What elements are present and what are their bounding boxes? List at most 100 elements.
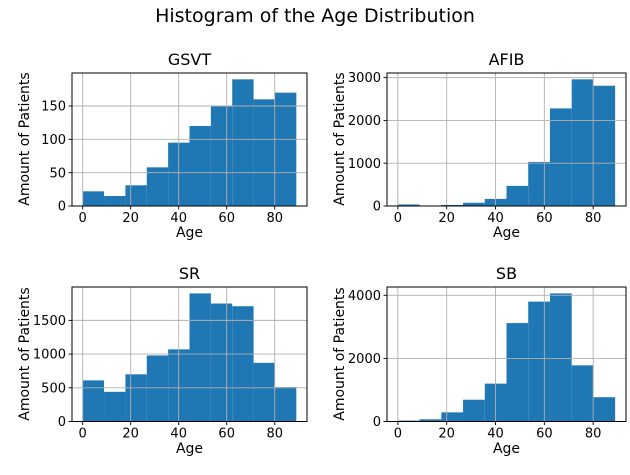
subplot-title-gsvt: GSVT [167, 50, 212, 69]
bar [441, 412, 464, 422]
y-tick-label: 500 [41, 381, 66, 396]
bar [104, 391, 126, 422]
x-tick-label: 40 [487, 427, 504, 442]
x-tick-label: 40 [170, 427, 187, 442]
afib-grid [387, 73, 626, 206]
x-axis-label-afib: Age [492, 225, 521, 241]
gsvt-tick-labels: 0 20 40 60 80 0 50 100 150 [41, 100, 283, 226]
bar [232, 306, 254, 422]
x-axis-label-sb: Age [492, 440, 521, 457]
sr-bars [82, 293, 297, 422]
x-tick-label: 0 [79, 427, 87, 442]
x-tick-label: 20 [122, 211, 139, 226]
figure-title: Histogram of the Age Distribution [155, 5, 475, 27]
bar [146, 167, 169, 206]
x-tick-label: 80 [585, 427, 602, 442]
x-tick-label: 0 [79, 211, 87, 226]
sr-spines [71, 286, 308, 422]
y-tick-label: 0 [58, 415, 66, 430]
sr-ticks [68, 319, 276, 425]
bar [593, 397, 616, 422]
sr-histogram: 0 20 40 60 80 0 500 1000 1500 [33, 286, 308, 442]
y-axis-label-sb: Amount of Patients [332, 287, 348, 421]
afib-ticks [383, 77, 594, 210]
bar [253, 99, 275, 206]
subplot-title-afib: AFIB [488, 50, 525, 69]
bar [419, 419, 442, 422]
y-tick-label: 3000 [348, 71, 381, 86]
bar [397, 204, 420, 206]
gsvt-ticks [68, 105, 276, 210]
sb-grid [387, 287, 626, 422]
afib-tick-labels: 0 20 40 60 80 0 1000 2000 3000 [348, 71, 602, 226]
afib-bars [397, 79, 616, 206]
sr-grid [72, 287, 307, 422]
bar [549, 108, 572, 206]
bar [274, 387, 297, 422]
y-axis-label-sr: Amount of Patients [17, 287, 33, 421]
y-tick-label: 100 [41, 133, 66, 148]
x-tick-label: 20 [438, 427, 455, 442]
bar [210, 303, 233, 422]
gsvt-grid [72, 73, 307, 206]
gsvt-spines [71, 72, 308, 207]
y-tick-label: 1500 [33, 314, 66, 329]
y-axis-label-gsvt: Amount of Patients [17, 72, 33, 206]
x-axis-label-sr: Age [175, 440, 204, 457]
bar [82, 191, 105, 206]
bar [593, 85, 616, 206]
x-tick-label: 60 [218, 211, 235, 226]
bar [528, 301, 550, 422]
bar [210, 106, 233, 206]
y-tick-label: 0 [373, 415, 381, 430]
y-tick-label: 1000 [33, 348, 66, 363]
sb-histogram: 0 20 40 60 80 0 2000 4000 [348, 286, 627, 442]
afib-histogram: 0 20 40 60 80 0 1000 2000 3000 [348, 71, 627, 226]
bar [82, 380, 105, 422]
sb-ticks [383, 294, 594, 425]
bar [463, 202, 485, 206]
gsvt-histogram: 0 20 40 60 80 0 50 100 150 [41, 72, 308, 226]
bar [571, 365, 594, 422]
x-tick-label: 60 [218, 427, 235, 442]
bar [571, 79, 594, 206]
bar [441, 204, 464, 206]
bar [549, 293, 572, 422]
bar [125, 374, 147, 422]
x-tick-label: 20 [122, 427, 139, 442]
x-tick-label: 60 [536, 211, 553, 226]
y-tick-label: 0 [58, 200, 66, 215]
bar [506, 185, 529, 206]
bar [232, 79, 254, 206]
sb-spines [386, 286, 627, 422]
subplot-title-sr: SR [178, 264, 201, 283]
bar [463, 399, 485, 422]
bar [125, 185, 147, 206]
subplot-title-sb: SB [495, 264, 518, 283]
x-tick-label: 20 [438, 211, 455, 226]
y-tick-label: 0 [373, 200, 381, 215]
bar [146, 355, 169, 422]
bar [253, 362, 275, 422]
y-axis-label-afib: Amount of Patients [332, 72, 348, 206]
x-tick-label: 40 [487, 211, 504, 226]
y-tick-label: 4000 [348, 289, 381, 304]
x-tick-label: 80 [585, 211, 602, 226]
y-tick-label: 50 [49, 166, 66, 181]
x-tick-label: 0 [394, 427, 402, 442]
x-axis-label-gsvt: Age [175, 225, 204, 241]
bar [274, 92, 297, 206]
x-tick-label: 80 [266, 211, 283, 226]
bar [189, 293, 211, 422]
x-tick-label: 60 [536, 427, 553, 442]
sb-tick-labels: 0 20 40 60 80 0 2000 4000 [348, 289, 602, 442]
y-tick-label: 2000 [348, 114, 381, 129]
x-tick-label: 0 [394, 211, 402, 226]
sr-tick-labels: 0 20 40 60 80 0 500 1000 1500 [33, 314, 283, 442]
bar [528, 161, 550, 206]
gsvt-bars [82, 79, 297, 206]
bar [506, 323, 529, 422]
x-tick-label: 40 [170, 211, 187, 226]
